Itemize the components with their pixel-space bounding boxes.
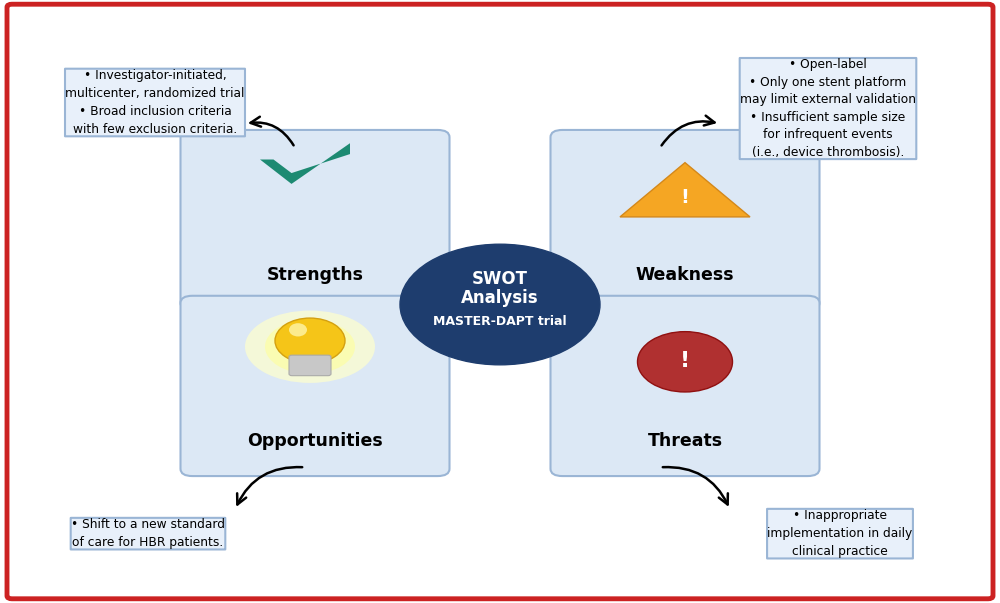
Text: !: ! <box>680 350 690 371</box>
FancyBboxPatch shape <box>7 4 993 599</box>
Text: Analysis: Analysis <box>461 289 539 308</box>
Ellipse shape <box>245 311 375 383</box>
Ellipse shape <box>289 323 307 336</box>
Text: Opportunities: Opportunities <box>247 432 383 450</box>
Text: • Investigator-initiated,
multicenter, randomized trial
• Broad inclusion criter: • Investigator-initiated, multicenter, r… <box>65 69 245 136</box>
Text: • Shift to a new standard
of care for HBR patients.: • Shift to a new standard of care for HB… <box>71 518 225 549</box>
Text: • Open-label
• Only one stent platform
may limit external validation
• Insuffici: • Open-label • Only one stent platform m… <box>740 58 916 159</box>
Polygon shape <box>620 163 750 217</box>
Text: • Inappropriate
implementation in daily
clinical practice: • Inappropriate implementation in daily … <box>767 509 913 558</box>
FancyBboxPatch shape <box>180 295 450 476</box>
FancyBboxPatch shape <box>289 355 331 376</box>
Text: Threats: Threats <box>647 432 723 450</box>
Ellipse shape <box>265 320 355 374</box>
Ellipse shape <box>400 244 600 365</box>
Text: !: ! <box>681 188 689 207</box>
FancyBboxPatch shape <box>550 130 820 310</box>
Text: Strengths: Strengths <box>266 266 364 284</box>
PathPatch shape <box>260 143 350 184</box>
Text: MASTER-DAPT trial: MASTER-DAPT trial <box>433 315 567 328</box>
FancyBboxPatch shape <box>180 130 450 310</box>
Ellipse shape <box>275 318 345 363</box>
Text: SWOT: SWOT <box>472 270 528 288</box>
FancyBboxPatch shape <box>550 295 820 476</box>
Text: Weakness: Weakness <box>636 266 734 284</box>
Ellipse shape <box>638 332 732 392</box>
